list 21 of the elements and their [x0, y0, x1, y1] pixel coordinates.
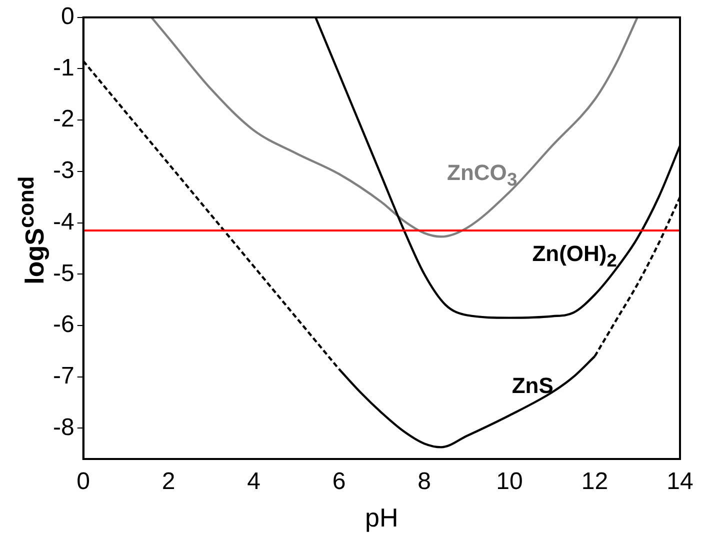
series-label: ZnCO$_{3}$ — [447, 160, 518, 190]
x-tick-label: 12 — [581, 468, 608, 496]
series-label: ZnS — [512, 372, 554, 399]
y-tick-label: -2 — [52, 106, 74, 133]
x-axis-title: pH — [365, 502, 398, 533]
series-label: Zn(OH)$_{2}$ — [532, 240, 617, 272]
y-tick-label: -6 — [52, 311, 74, 338]
x-tick-label: 4 — [247, 468, 260, 496]
y-tick-label: -5 — [52, 260, 74, 287]
x-tick-label: 6 — [332, 468, 346, 496]
x-tick-label: 2 — [162, 468, 176, 496]
y-tick-label: 0 — [60, 3, 74, 30]
y-tick-label: -8 — [52, 414, 74, 441]
y-tick-label: -4 — [52, 208, 74, 236]
x-tick-label: 8 — [418, 468, 431, 496]
y-tick-label: -3 — [52, 157, 74, 184]
x-tick-label: 10 — [496, 468, 523, 496]
y-tick-label: -7 — [52, 362, 74, 390]
x-tick-label: 14 — [666, 468, 694, 496]
y-tick-label: -1 — [52, 54, 74, 82]
line-series — [150, 17, 638, 238]
